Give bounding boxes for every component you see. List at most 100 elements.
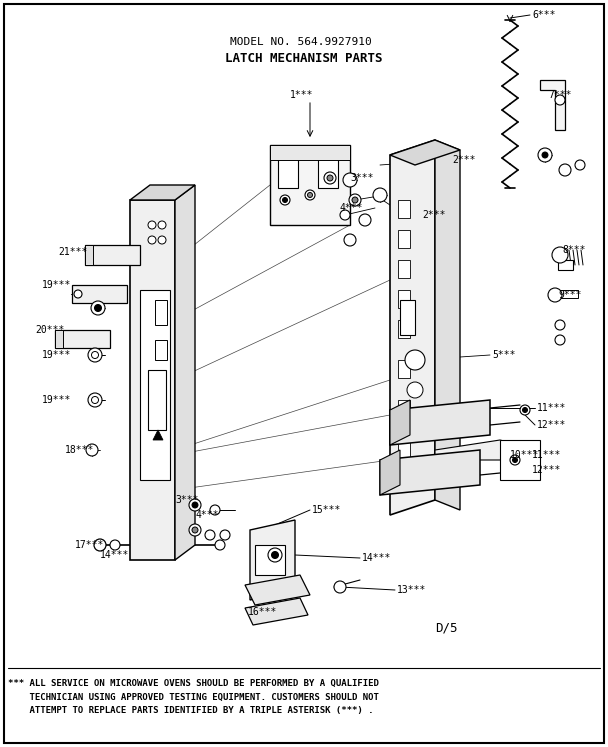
Bar [398, 320, 410, 338]
Circle shape [91, 352, 98, 359]
Circle shape [349, 194, 361, 206]
Text: 4***: 4*** [195, 510, 218, 520]
Circle shape [405, 350, 425, 370]
Polygon shape [250, 520, 295, 600]
Circle shape [220, 530, 230, 540]
Text: 7***: 7*** [548, 90, 572, 100]
Text: 19***: 19*** [42, 280, 71, 290]
Circle shape [334, 581, 346, 593]
Circle shape [555, 320, 565, 330]
Circle shape [148, 221, 156, 229]
Circle shape [158, 236, 166, 244]
Text: 11***: 11*** [537, 403, 567, 413]
Bar [398, 360, 410, 378]
Bar [85, 245, 140, 265]
Circle shape [189, 524, 201, 536]
Bar [318, 153, 338, 188]
Polygon shape [390, 400, 490, 445]
Circle shape [555, 95, 565, 105]
Circle shape [215, 540, 225, 550]
Bar [398, 400, 410, 418]
Circle shape [74, 290, 82, 298]
Circle shape [575, 160, 585, 170]
Text: TECHNICIAN USING APPROVED TESTING EQUIPMENT. CUSTOMERS SHOULD NOT: TECHNICIAN USING APPROVED TESTING EQUIPM… [8, 692, 379, 701]
Text: 12***: 12*** [532, 465, 561, 475]
Bar [398, 290, 410, 308]
Text: 19***: 19*** [42, 350, 71, 360]
Text: 17***: 17*** [75, 540, 105, 550]
Circle shape [205, 530, 215, 540]
Bar [270, 145, 350, 225]
Circle shape [192, 502, 198, 508]
Text: *** ALL SERVICE ON MICROWAVE OVENS SHOULD BE PERFORMED BY A QUALIFIED: *** ALL SERVICE ON MICROWAVE OVENS SHOUL… [8, 678, 379, 687]
Polygon shape [435, 140, 460, 510]
Circle shape [189, 499, 201, 511]
Text: 16***: 16*** [248, 607, 277, 617]
Circle shape [522, 408, 528, 412]
Bar [398, 200, 410, 218]
Polygon shape [130, 185, 195, 200]
Text: 11***: 11*** [532, 450, 561, 460]
Bar [155, 340, 167, 360]
Polygon shape [140, 290, 170, 480]
Text: 14***: 14*** [100, 550, 130, 560]
Circle shape [407, 382, 423, 398]
Circle shape [548, 288, 562, 302]
Circle shape [283, 197, 288, 202]
Text: 15***: 15*** [312, 505, 341, 515]
Bar [155, 300, 167, 325]
Circle shape [359, 214, 371, 226]
Circle shape [110, 540, 120, 550]
Text: 3***: 3*** [175, 495, 198, 505]
Text: 10***: 10*** [510, 450, 539, 460]
Circle shape [148, 236, 156, 244]
Circle shape [324, 172, 336, 184]
Text: 2***: 2*** [452, 155, 475, 165]
Text: 21***: 21*** [58, 247, 88, 257]
Circle shape [542, 152, 548, 158]
Text: 20***: 20*** [35, 325, 64, 335]
Bar [72, 285, 127, 303]
Polygon shape [380, 450, 480, 495]
Text: 6***: 6*** [532, 10, 556, 20]
Circle shape [510, 455, 520, 465]
Text: 9***: 9*** [558, 290, 581, 300]
Circle shape [343, 173, 357, 187]
Circle shape [94, 305, 102, 311]
Circle shape [305, 190, 315, 200]
Bar [400, 300, 415, 335]
Bar [558, 260, 573, 270]
Circle shape [308, 193, 313, 197]
Circle shape [513, 457, 517, 462]
Text: 13***: 13*** [397, 585, 426, 595]
Text: 19***: 19*** [42, 395, 71, 405]
Circle shape [344, 234, 356, 246]
Polygon shape [390, 140, 435, 515]
Bar [148, 370, 166, 430]
Text: 12***: 12*** [537, 420, 567, 430]
Circle shape [272, 551, 278, 559]
Circle shape [373, 188, 387, 202]
Polygon shape [540, 80, 565, 130]
Bar [85, 245, 93, 265]
Circle shape [91, 397, 98, 403]
Polygon shape [390, 140, 460, 165]
Circle shape [268, 548, 282, 562]
Circle shape [552, 247, 568, 263]
Bar [560, 290, 578, 298]
Circle shape [555, 335, 565, 345]
Circle shape [86, 444, 98, 456]
Text: 3***: 3*** [350, 173, 373, 183]
Text: 4***: 4*** [340, 203, 364, 213]
Bar [255, 545, 285, 575]
Bar [270, 145, 350, 160]
Polygon shape [500, 440, 540, 480]
Polygon shape [435, 440, 540, 460]
Circle shape [538, 148, 552, 162]
Circle shape [327, 175, 333, 181]
Polygon shape [390, 400, 410, 445]
Circle shape [158, 221, 166, 229]
Circle shape [340, 210, 350, 220]
Circle shape [88, 348, 102, 362]
Polygon shape [153, 430, 163, 440]
